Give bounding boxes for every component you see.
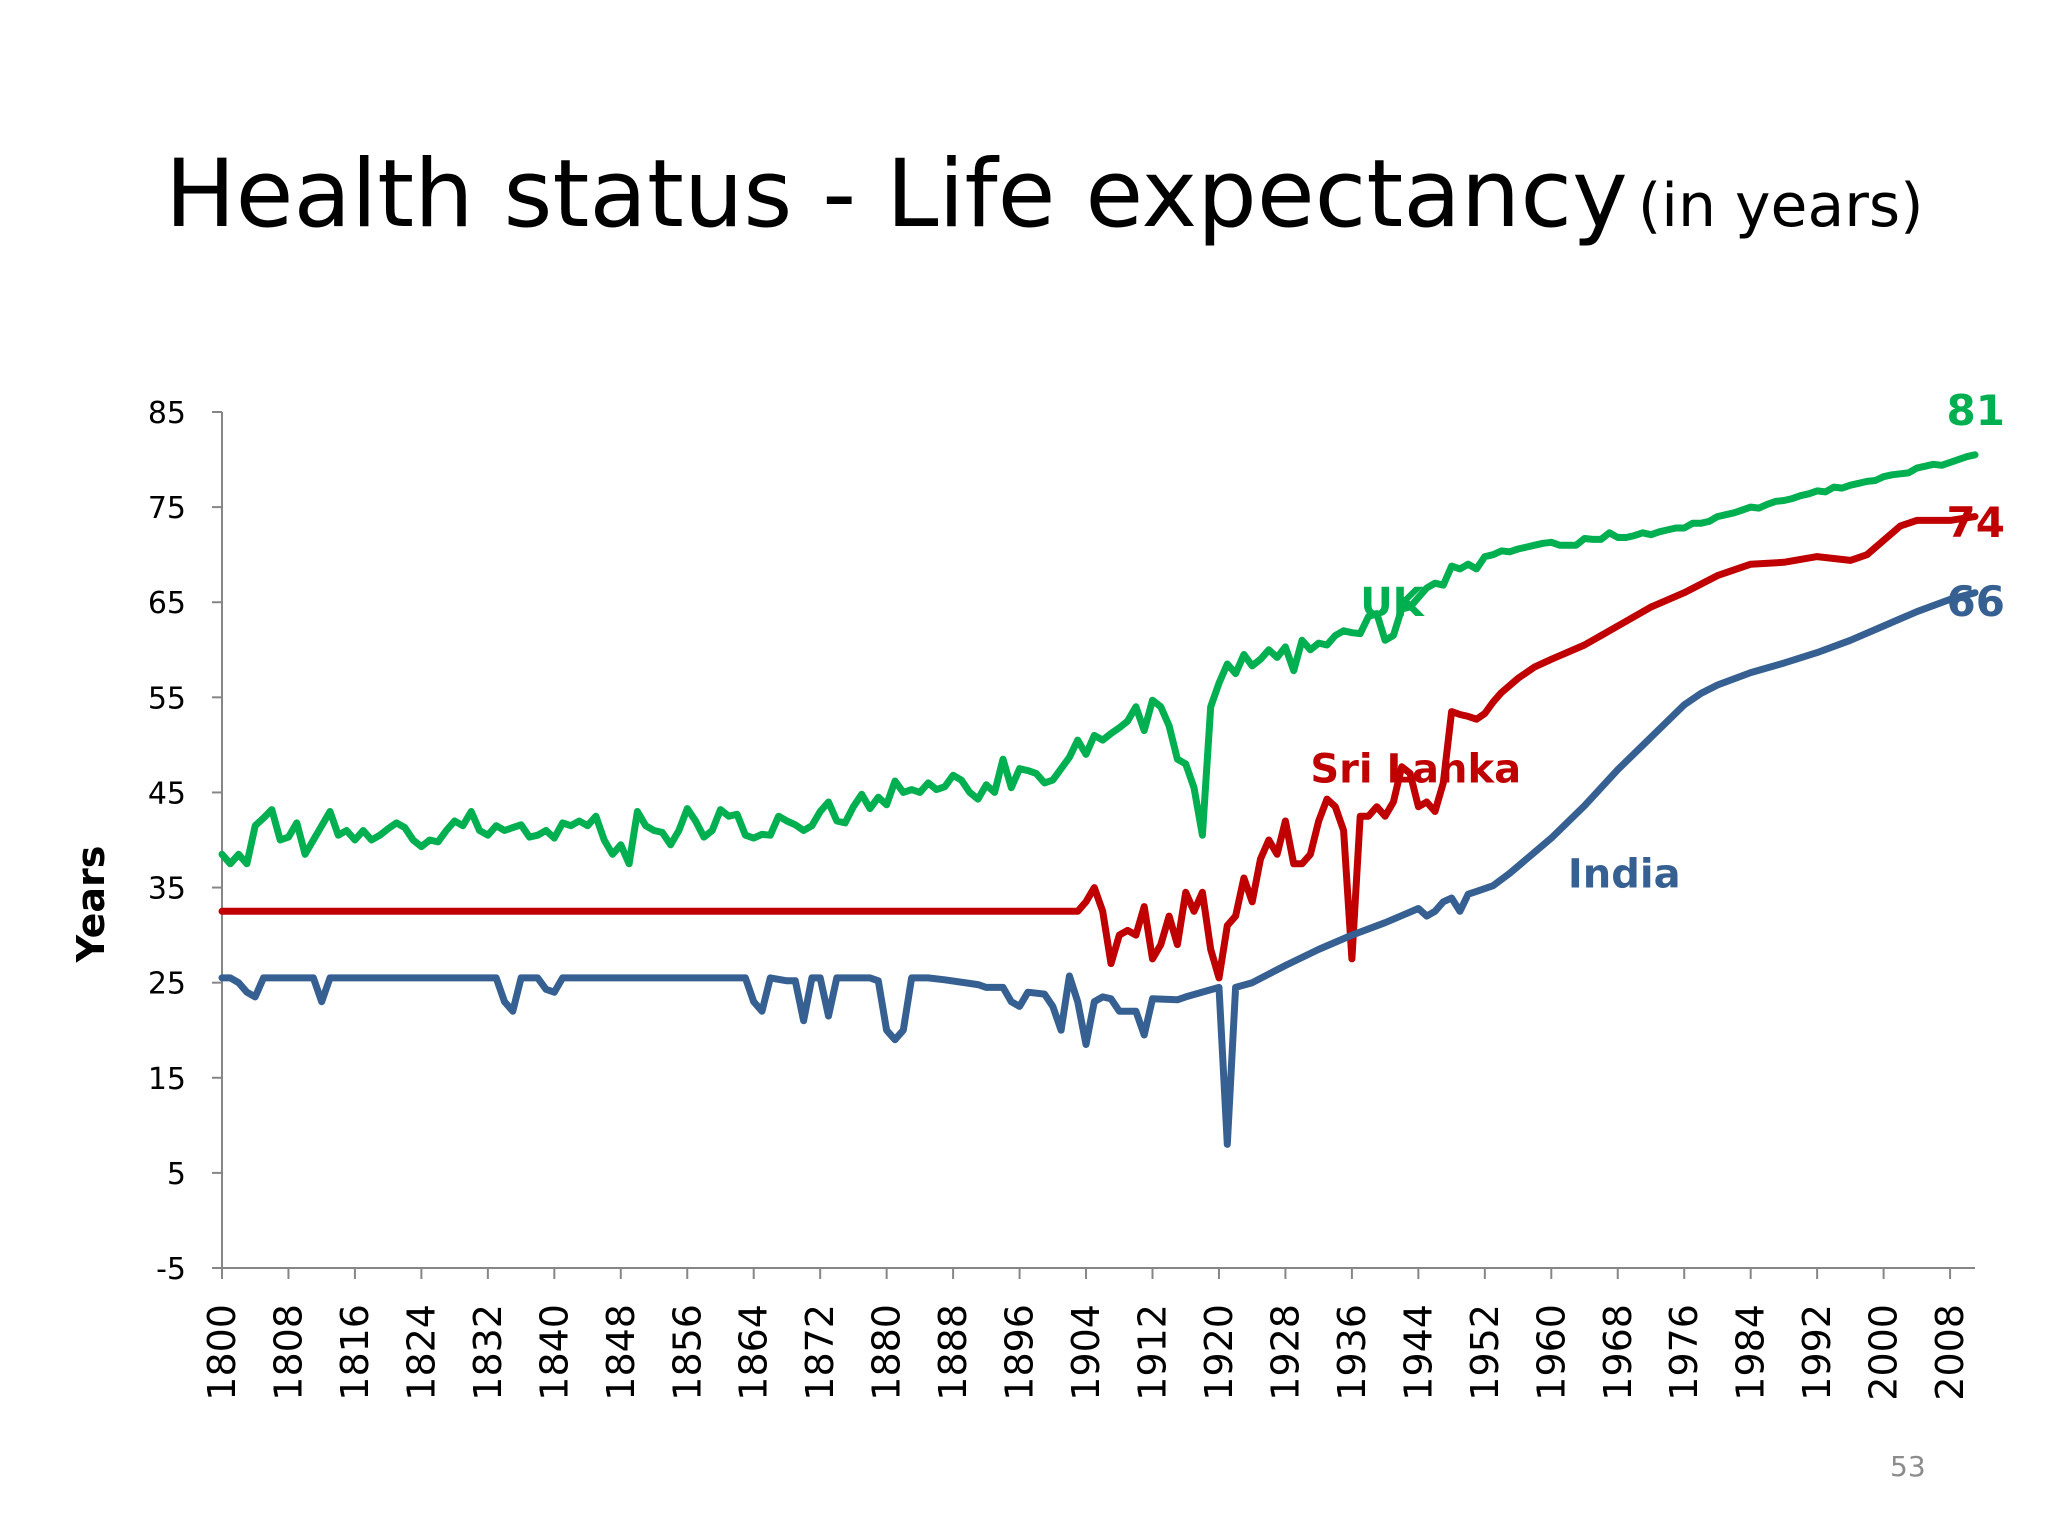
series-label-sri-lanka: Sri Lanka [1310,747,1521,793]
title-sub: (in years) [1637,171,1924,241]
page-number: 53 [1890,1450,1926,1483]
x-tick-label: 1864 [732,1304,776,1401]
end-label-sri-lanka: 74 [1947,498,2005,547]
x-tick-label: 1984 [1729,1304,1773,1401]
x-tick-label: 2008 [1928,1304,1972,1401]
x-tick-label: 1992 [1795,1304,1839,1401]
y-tick-label: 55 [148,681,186,716]
y-tick-label: 85 [148,396,186,431]
chart-axes: -5 5 15 25 35 45 55 65 75 85 1800 1808 1816 1824 1832 1… [69,396,1975,1401]
x-tick-label: 1832 [466,1304,510,1401]
x-tick-label: 1824 [399,1304,443,1401]
chart-labels: UK Sri Lanka India 81 74 66 [1310,386,2005,897]
series-line-india [218,589,1979,1148]
y-tick-label: 75 [148,491,186,526]
y-axis-title: Years [69,846,113,964]
x-tick-label: 1928 [1263,1304,1307,1401]
y-tick-label: -5 [156,1252,186,1287]
x-tick-label: 1872 [798,1304,842,1401]
x-tick-label: 1904 [1064,1304,1108,1401]
y-tick-label: 65 [148,586,186,621]
x-tick-label: 1944 [1396,1304,1440,1401]
series-label-uk: UK [1360,580,1425,626]
x-tick-label: 1880 [865,1304,909,1401]
page-title: Health status - Life expectancy (in year… [165,140,1924,249]
y-tick-label: 45 [148,776,186,811]
series-line-uk [218,451,1979,868]
x-tick-label: 1896 [998,1304,1042,1401]
x-tick-label: 1952 [1463,1304,1507,1401]
y-tick-label: 5 [167,1157,186,1192]
x-tick-label: 1816 [333,1304,377,1401]
end-label-india: 66 [1947,577,2005,626]
end-label-uk: 81 [1947,386,2005,435]
x-tick-label: 1888 [931,1304,975,1401]
x-tick-label: 1800 [200,1304,244,1401]
title-main: Health status - Life expectancy [165,140,1628,249]
x-tick-label: 2000 [1862,1304,1906,1401]
x-tick-label: 1960 [1529,1304,1573,1401]
x-tick-label: 1936 [1330,1304,1374,1401]
series-label-india: India [1568,851,1681,897]
x-tick-label: 1856 [665,1304,709,1401]
y-tick-label: 25 [148,967,186,1002]
y-tick-label: 15 [148,1062,186,1097]
x-tick-label: 1920 [1197,1304,1241,1401]
x-tick-label: 1912 [1131,1304,1175,1401]
x-tick-label: 1968 [1596,1304,1640,1401]
x-tick-label: 1840 [532,1304,576,1401]
x-tick-label: 1976 [1662,1304,1706,1401]
x-tick-label: 1808 [266,1304,310,1401]
y-tick-label: 35 [148,872,186,907]
chart-series [218,451,1979,1148]
series-line-sri-lanka [218,513,1979,982]
x-tick-label: 1848 [599,1304,643,1401]
